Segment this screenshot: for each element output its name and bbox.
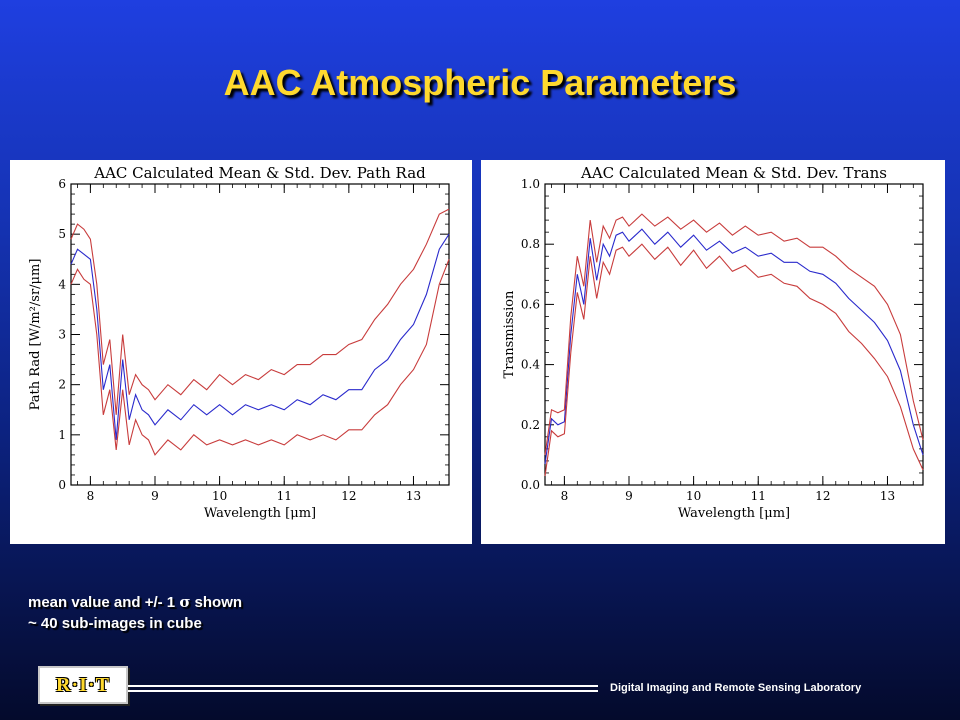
x-tick-label: 9: [625, 489, 633, 503]
x-tick-label: 12: [815, 489, 830, 503]
transmission-chart: AAC Calculated Mean & Std. Dev. Trans 8 9 1…: [502, 164, 924, 521]
y-tick-label: 0.2: [521, 418, 540, 432]
x-tick-label: 12: [341, 489, 356, 503]
slide-notes: mean value and +/- 1 σ shown ~ 40 sub-im…: [28, 592, 242, 634]
x-tick-label: 10: [212, 489, 227, 503]
y-tick-label: 0.0: [521, 478, 540, 492]
series-line-mean-1sd: [70, 259, 450, 456]
x-axis-label: Wavelength [μm]: [204, 506, 316, 521]
y-tick-label: 0.8: [521, 237, 540, 251]
series-line-mean: [70, 233, 450, 440]
slide-title: AAC Atmospheric Parameters: [223, 62, 737, 103]
y-tick-label: 3: [58, 328, 66, 342]
x-tick-label: 8: [561, 489, 569, 503]
y-tick-label: 6: [58, 177, 66, 191]
footer-rule-bottom: [128, 690, 598, 692]
path-radiance-chart-panel: AAC Calculated Mean & Std. Dev. Path Rad…: [10, 160, 472, 544]
x-tick-label: 10: [686, 489, 701, 503]
y-axis-label: Transmission: [502, 290, 517, 378]
y-tick-label: 5: [58, 227, 66, 241]
series-line-mean-1sd: [544, 243, 924, 477]
note-line-2: ~ 40 sub-images in cube: [28, 615, 202, 632]
y-tick-label: 1.0: [521, 177, 540, 191]
x-tick-label: 8: [87, 489, 95, 503]
chart-title: AAC Calculated Mean & Std. Dev. Path Rad: [93, 164, 426, 182]
note-line-1-suffix: shown: [190, 594, 243, 611]
transmission-chart-panel: AAC Calculated Mean & Std. Dev. Trans 8 9 1…: [481, 160, 945, 544]
path-radiance-chart: AAC Calculated Mean & Std. Dev. Path Rad…: [28, 164, 450, 521]
x-tick-label: 13: [406, 489, 421, 503]
series-line-mean-1sd: [70, 208, 450, 415]
plot-frame: [544, 183, 924, 486]
y-tick-label: 0: [58, 478, 66, 492]
plot-frame: [70, 183, 450, 486]
x-tick-label: 11: [277, 489, 292, 503]
series-line-mean-1sd: [544, 213, 924, 455]
sigma-symbol: σ: [179, 593, 191, 611]
y-tick-label: 1: [58, 428, 66, 442]
y-tick-label: 0.4: [521, 358, 540, 372]
chart-title: AAC Calculated Mean & Std. Dev. Trans: [580, 164, 887, 182]
x-tick-label: 13: [880, 489, 895, 503]
y-tick-label: 2: [58, 378, 66, 392]
footer-rule-top: [128, 685, 598, 687]
note-line-1: mean value and +/- 1 σ shown: [28, 592, 242, 613]
y-tick-label: 4: [58, 277, 66, 291]
x-tick-label: 11: [751, 489, 766, 503]
series-line-mean: [544, 228, 924, 464]
x-tick-label: 9: [151, 489, 159, 503]
y-tick-label: 0.6: [521, 297, 540, 311]
rit-logo: R·I·T: [38, 666, 128, 704]
x-axis-label: Wavelength [μm]: [678, 506, 790, 521]
footer-lab-name: Digital Imaging and Remote Sensing Labor…: [610, 682, 862, 694]
y-axis-label: Path Rad [W/m²/sr/μm]: [28, 259, 43, 411]
note-line-1-prefix: mean value and +/- 1: [28, 594, 180, 611]
